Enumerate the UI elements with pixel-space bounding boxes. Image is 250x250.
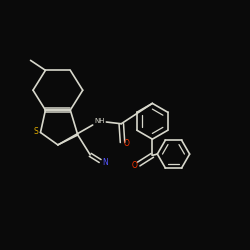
Text: NH: NH: [94, 118, 105, 124]
Text: O: O: [124, 139, 130, 148]
Text: O: O: [132, 161, 138, 170]
Text: N: N: [103, 158, 108, 167]
Text: S: S: [34, 127, 38, 136]
